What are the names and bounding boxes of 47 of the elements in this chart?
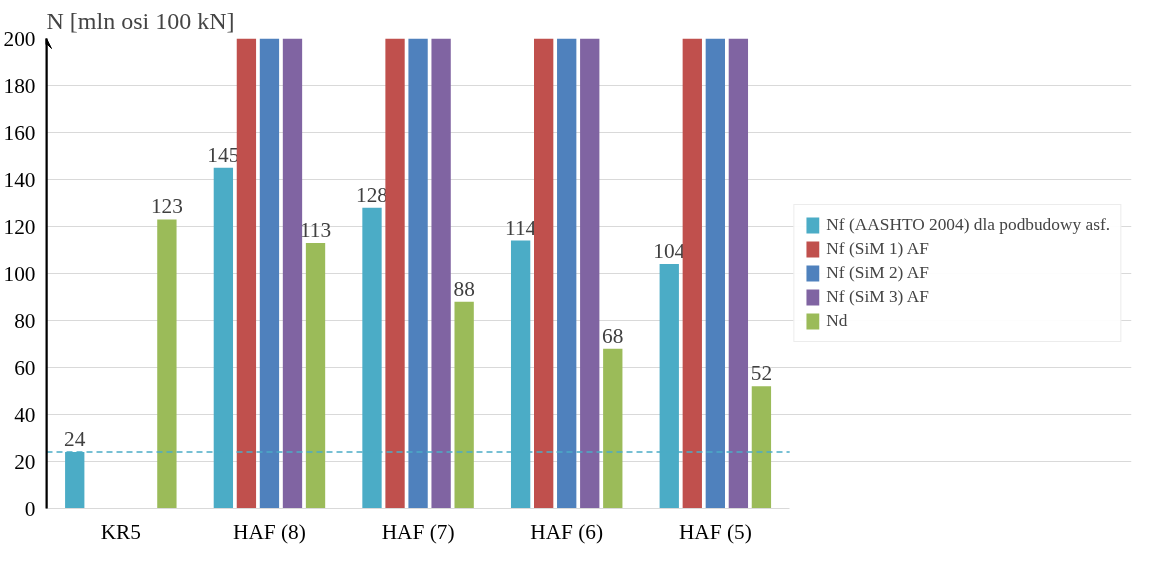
y-tick-label: 40 xyxy=(14,402,36,427)
bar xyxy=(534,38,554,509)
bar xyxy=(705,38,725,509)
legend-label: Nd xyxy=(826,311,848,331)
bar xyxy=(580,38,600,509)
y-tick-label: 180 xyxy=(3,73,36,98)
legend-label: Nf (SiM 3) AF xyxy=(826,287,929,307)
y-tick-label: 80 xyxy=(14,308,36,333)
bar xyxy=(682,38,702,509)
y-tick-label: 160 xyxy=(3,120,36,145)
bar xyxy=(385,38,405,509)
data-label: 104 xyxy=(653,239,686,264)
x-tick-label: HAF (6) xyxy=(530,519,604,544)
x-tick-label: HAF (8) xyxy=(233,519,306,544)
data-label: 68 xyxy=(602,323,624,348)
data-label: 123 xyxy=(150,194,183,219)
x-tick-label: HAF (5) xyxy=(678,519,752,544)
data-label: 24 xyxy=(64,427,86,452)
x-tick-label: KR5 xyxy=(100,519,141,544)
y-tick-label: 140 xyxy=(3,167,36,192)
bar xyxy=(557,38,577,509)
data-label: 88 xyxy=(453,276,475,301)
bar xyxy=(454,301,474,509)
bar xyxy=(157,219,177,509)
y-tick-label: 100 xyxy=(3,261,36,286)
bar xyxy=(236,38,257,509)
legend-label: Nf (AASHTO 2004) dla podbudowy asf. xyxy=(826,215,1110,235)
data-label: 114 xyxy=(505,215,537,240)
bar xyxy=(408,38,428,509)
bar xyxy=(603,348,623,509)
bar xyxy=(259,38,280,509)
legend-label: Nf (SiM 2) AF xyxy=(826,263,929,283)
data-label: 52 xyxy=(750,361,773,386)
y-axis-title: N [mln osi 100 kN] xyxy=(46,7,235,34)
y-tick-label: 200 xyxy=(3,26,36,51)
bar xyxy=(728,38,749,509)
y-tick-label: 120 xyxy=(3,214,36,239)
y-tick-label: 0 xyxy=(24,496,36,521)
bar xyxy=(305,242,326,509)
bar xyxy=(431,38,451,509)
y-tick-label: 20 xyxy=(14,449,36,474)
bar xyxy=(751,386,772,509)
legend-label: Nf (SiM 1) AF xyxy=(826,239,929,259)
x-tick-label: HAF (7) xyxy=(381,519,455,544)
y-tick-label: 60 xyxy=(14,355,36,380)
bar xyxy=(282,38,303,509)
data-label: 113 xyxy=(299,217,332,242)
